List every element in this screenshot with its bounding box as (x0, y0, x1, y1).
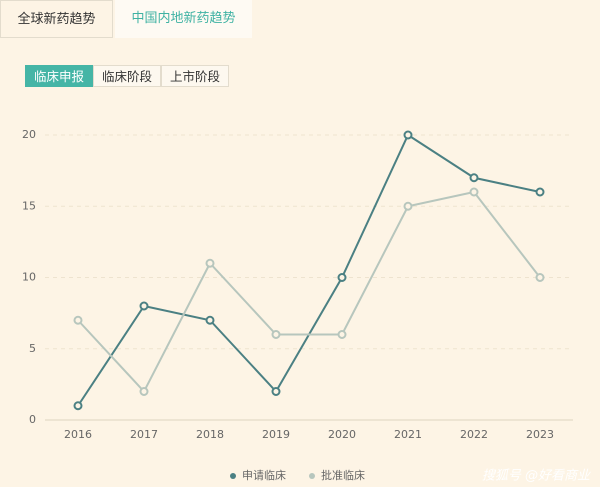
legend-label: 批准临床 (321, 468, 365, 482)
x-tick-label: 2016 (64, 428, 92, 441)
point (469, 187, 479, 197)
tab-active[interactable]: 中国内地新药趋势 (115, 0, 252, 38)
tab[interactable]: 全球新药趋势 (0, 0, 113, 38)
point (337, 330, 347, 339)
point (205, 258, 215, 268)
point (271, 330, 281, 339)
legend-marker (230, 473, 236, 479)
y-tick-label: 20 (22, 128, 36, 141)
series-line (77, 190, 541, 394)
legend-marker (309, 473, 315, 479)
point (403, 201, 413, 211)
subtab[interactable]: 上市阶段 (161, 65, 229, 87)
point (205, 315, 215, 325)
y-tick-label: 0 (29, 413, 36, 426)
x-tick-label: 2022 (460, 428, 488, 441)
point (73, 315, 83, 325)
subtab-active[interactable]: 临床申报 (25, 65, 93, 87)
x-tick-label: 2023 (526, 428, 554, 441)
x-tick-label: 2017 (130, 428, 158, 441)
point (535, 187, 545, 197)
x-tick-label: 2020 (328, 428, 356, 441)
subtab[interactable]: 临床阶段 (93, 65, 161, 87)
x-tick-label: 2018 (196, 428, 224, 441)
x-tick-label: 2021 (394, 428, 422, 441)
point (469, 173, 479, 183)
x-tick-label: 2019 (262, 428, 290, 441)
point (337, 273, 347, 282)
point (73, 401, 83, 411)
legend-label: 申请临床 (242, 468, 286, 482)
point (271, 387, 281, 396)
y-tick-label: 10 (22, 271, 36, 284)
point (139, 301, 149, 311)
point (403, 130, 413, 140)
y-tick-label: 15 (22, 199, 36, 212)
point (139, 387, 149, 396)
watermark: 搜狐号 @好看商业 (482, 469, 591, 484)
y-tick-label: 5 (29, 342, 36, 355)
point (535, 273, 545, 282)
